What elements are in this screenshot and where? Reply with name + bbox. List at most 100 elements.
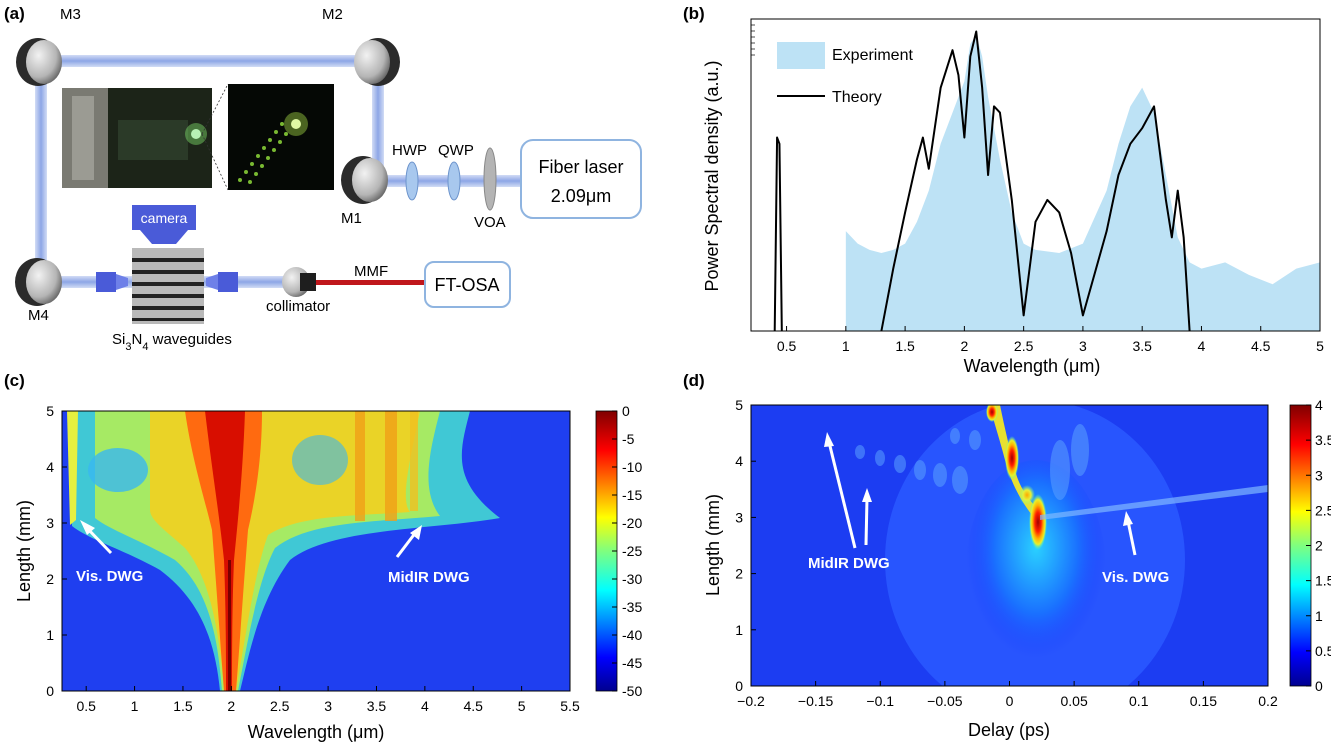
panel-d-ylabel: Length (mm): [703, 494, 723, 596]
panel-d-colorbar-tick-label: 2: [1315, 538, 1323, 554]
input-objective: [96, 272, 128, 292]
label-waveguides: Si3N4 waveguides: [112, 331, 232, 353]
theory-line: [773, 30, 1191, 332]
panel-c-x-tick-label: 2: [227, 698, 235, 714]
zoom-line-top: [201, 83, 229, 135]
mirror-m2: [354, 38, 400, 86]
legend-theory-label: Theory: [832, 89, 882, 106]
legend-experiment-label: Experiment: [832, 47, 913, 64]
panel-b-x-tick-label: 1.5: [895, 338, 915, 354]
panel-d-x-tick-label: −0.15: [798, 693, 834, 709]
panel-d-x-tick-label: 0.15: [1190, 693, 1217, 709]
output-objective: [206, 272, 238, 292]
panel-b-x-tick-label: 2: [960, 338, 968, 354]
panel-c-x-tick-label: 3: [324, 698, 332, 714]
panel-d-colorbar-tick-label: 2.5: [1315, 502, 1331, 518]
beam-to-laser: [372, 175, 522, 187]
panel-c-axes: [61, 410, 571, 692]
panel-c-x-tick-label: 1.5: [173, 698, 193, 714]
panel-b-x-ticks: 0.5 1 1.5 2 2.5 3 3.5 4 4.5 5: [777, 326, 1324, 354]
panel-c-xlabel: Wavelength (μm): [248, 722, 385, 742]
output-photo: [228, 84, 334, 190]
panel-c-y-tick-label: 0: [46, 683, 54, 699]
panel-b-x-tick-label: 4: [1198, 338, 1206, 354]
panel-c-colorbar-tick-label: -20: [622, 515, 642, 531]
fiber-laser-box: [520, 139, 642, 219]
legend-experiment-swatch: [777, 42, 825, 69]
panel-c-y-tick-label: 3: [46, 515, 54, 531]
panel-c-y-tick-label: 4: [46, 459, 54, 475]
panel-b-x-tick-label: 5: [1316, 338, 1324, 354]
fiber-laser-wavelength: 2.09μm: [551, 186, 611, 206]
annotation-midir-dwg-c-label: MidIR DWG: [388, 569, 470, 586]
panel-c-heatmap: [62, 411, 570, 691]
annotation-midir-dwg-d: MidIR DWG: [808, 432, 890, 572]
panel-d-x-tick-label: 0.1: [1129, 693, 1149, 709]
panel-d-y-tick-label: 4: [735, 453, 743, 469]
panel-c-x-tick-label: 1: [131, 698, 139, 714]
panel-c-y-tick-label: 2: [46, 571, 54, 587]
panel-c-colorbar-tick-label: -45: [622, 655, 642, 671]
mirror-m4: [15, 258, 62, 306]
annotation-vis-dwg-d-label: Vis. DWG: [1102, 569, 1169, 586]
experiment-area: [845, 34, 1320, 331]
panel-c-colorbar-tick-label: -25: [622, 543, 642, 559]
camera: camera: [132, 205, 196, 244]
experiment-area-path: [845, 34, 1320, 331]
mirror-m1: [341, 156, 388, 204]
panel-c-y-tick-label: 5: [46, 403, 54, 419]
beam-right: [372, 60, 384, 182]
panel-b-x-tick-label: 4.5: [1251, 338, 1271, 354]
panel-d-colorbar-tick-label: 4: [1315, 397, 1323, 413]
panel-c-colorbar-tick-label: -50: [622, 683, 642, 699]
panel-b-label: (b): [683, 4, 705, 23]
panel-c-x-tick-label: 3.5: [367, 698, 387, 714]
panel-c-x-ticks: 0.5 1 1.5 2 2.5 3 3.5 4 4.5 5 5.5: [76, 686, 580, 714]
panel-c-colorbar-ticks: 0 -5 -10 -15 -20 -25 -30 -35 -40 -45 -50: [612, 403, 642, 699]
panel-c-x-tick-label: 0.5: [76, 698, 96, 714]
panel-c-x-tick-label: 2.5: [270, 698, 290, 714]
label-qwp: QWP: [438, 142, 474, 159]
qwp-plate: [447, 161, 461, 201]
panel-d-y-tick-label: 5: [735, 397, 743, 413]
panel-d-colorbar-tick-label: 0.5: [1315, 643, 1331, 659]
panel-d-y-tick-label: 3: [735, 509, 743, 525]
mirror-m3: [16, 38, 62, 86]
label-voa: VOA: [474, 214, 506, 231]
voa-attenuator: [483, 147, 497, 211]
waveguide-photo: [62, 88, 212, 188]
hwp-plate: [405, 161, 419, 201]
label-mmf: MMF: [354, 263, 388, 280]
label-hwp: HWP: [392, 142, 427, 159]
panel-c-x-tick-label: 4.5: [464, 698, 484, 714]
annotation-vis-dwg-d: Vis. DWG: [1102, 511, 1169, 586]
panel-d-colorbar-ticks: 4 3.5 3 2.5 2 1.5 1 0.5 0: [1306, 397, 1331, 694]
beam-top: [38, 55, 378, 67]
mmf-fiber: [313, 280, 425, 285]
annotation-midir-dwg-d-label: MidIR DWG: [808, 555, 890, 572]
beam-left: [35, 60, 47, 282]
label-m4: M4: [28, 307, 49, 324]
fiber-laser-label: Fiber laser: [538, 157, 623, 177]
panel-c-label: (c): [4, 371, 25, 390]
label-m1: M1: [341, 210, 362, 227]
label-m3: M3: [60, 6, 81, 23]
ftosa-box: [424, 261, 511, 308]
panel-c-colorbar-tick-label: 0: [622, 403, 630, 419]
panel-d-colorbar-tick-label: 1.5: [1315, 573, 1331, 589]
panel-c-x-tick-label: 5.5: [560, 698, 580, 714]
panel-c-colorbar-tick-label: -30: [622, 571, 642, 587]
panel-b-x-tick-label: 1: [842, 338, 850, 354]
collimator: [282, 267, 316, 297]
panel-d-y-ticks: 0 1 2 3 4 5: [735, 397, 756, 694]
waveguide-chip: [132, 248, 204, 324]
panel-c-colorbar-tick-label: -10: [622, 459, 642, 475]
label-collimator: collimator: [266, 298, 330, 315]
panel-d-x-tick-label: −0.05: [927, 693, 963, 709]
panel-a-label: (a): [4, 4, 25, 23]
panel-c-ylabel: Length (mm): [14, 500, 34, 602]
panel-c-colorbar-tick-label: -40: [622, 627, 642, 643]
annotation-midir-dwg-c: MidIR DWG: [388, 525, 470, 586]
panel-c-y-tick-label: 1: [46, 627, 54, 643]
